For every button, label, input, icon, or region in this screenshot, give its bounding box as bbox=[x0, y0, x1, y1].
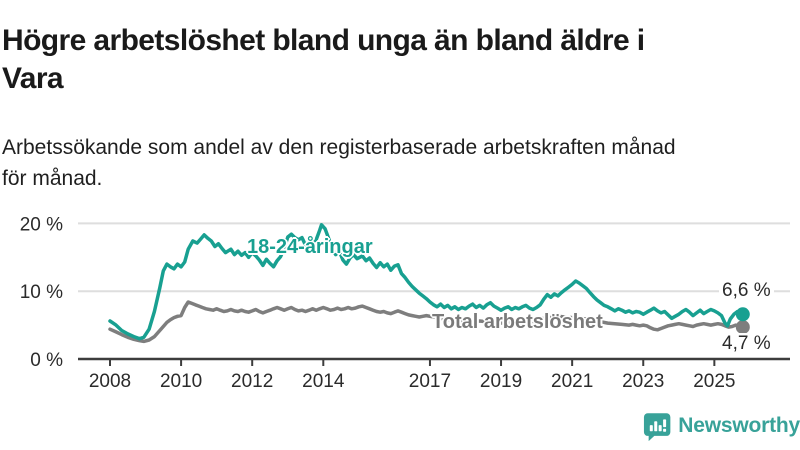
title-line-2: Vara bbox=[2, 62, 64, 96]
series-line-0 bbox=[108, 300, 745, 344]
y-tick-label-10: 10 % bbox=[20, 282, 63, 303]
x-tick-label-2012: 2012 bbox=[231, 371, 273, 392]
series-end-dot-0 bbox=[735, 320, 750, 335]
title-line-1: Högre arbetslöshet bland unga än bland ä… bbox=[2, 24, 645, 58]
end-value-label-total: 4,7 % bbox=[719, 333, 774, 355]
logo-bars-glyph bbox=[649, 418, 667, 432]
series-end-dot-1 bbox=[735, 307, 750, 322]
x-tick-label-2014: 2014 bbox=[302, 371, 345, 392]
page-title: Högre arbetslöshet bland unga än bland ä… bbox=[2, 22, 772, 98]
series-label-total: Total arbetslöshet bbox=[432, 311, 603, 333]
subtitle-line-1: Arbetssökande som andel av den registerb… bbox=[2, 136, 676, 159]
y-tick-label-0: 0 % bbox=[30, 350, 63, 371]
x-tick-label-2025: 2025 bbox=[693, 371, 735, 392]
subtitle-line-2: för månad. bbox=[2, 167, 103, 190]
newsworthy-logo-icon bbox=[643, 412, 671, 441]
end-value-label-youth: 6,6 % bbox=[719, 280, 774, 302]
x-tick-label-2017: 2017 bbox=[409, 371, 451, 392]
y-tick-label-20: 20 % bbox=[20, 214, 63, 235]
x-tick-label-2010: 2010 bbox=[160, 371, 202, 392]
series-label-youth: 18-24-åringar bbox=[247, 236, 373, 258]
chart-subtitle: Arbetssökande som andel av den registerb… bbox=[2, 132, 792, 194]
x-tick-label-2021: 2021 bbox=[551, 371, 593, 392]
x-tick-label-2019: 2019 bbox=[480, 371, 522, 392]
x-tick-label-2023: 2023 bbox=[622, 371, 664, 392]
brand-name: Newsworthy bbox=[678, 414, 800, 437]
x-tick-label-2008: 2008 bbox=[89, 371, 131, 392]
series-line-1 bbox=[108, 223, 745, 341]
newsworthy-branding: Newsworthy bbox=[643, 409, 800, 443]
